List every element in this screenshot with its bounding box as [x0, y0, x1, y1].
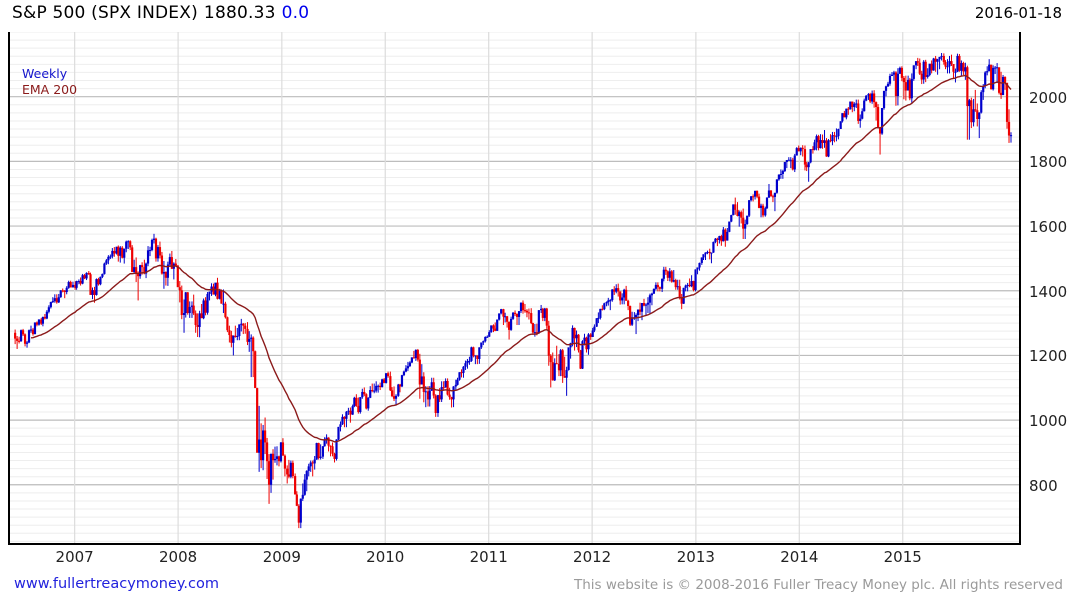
x-axis-tick-2010: 2010	[366, 548, 405, 566]
instrument-name: S&P 500 (SPX INDEX)	[12, 3, 198, 23]
website-link[interactable]: www.fullertreacymoney.com	[14, 576, 219, 592]
quote-date: 2016-01-18	[974, 4, 1062, 22]
y-axis-tick-1800: 1800	[1029, 153, 1068, 172]
y-axis-tick-1600: 1600	[1029, 218, 1068, 237]
y-axis-tick-2000: 2000	[1029, 88, 1068, 107]
x-axis-tick-2014: 2014	[780, 548, 819, 566]
y-axis-tick-800: 800	[1029, 476, 1058, 495]
minor-gridlines	[10, 32, 1019, 542]
y-axis: 800 1000 1200 1400 1600 1800 2000	[1023, 32, 1075, 547]
major-gridlines	[10, 96, 1019, 486]
x-axis-tick-2015: 2015	[883, 548, 922, 566]
x-axis-tick-2011: 2011	[469, 548, 508, 566]
x-axis-tick-2008: 2008	[158, 548, 198, 566]
x-axis: 2007 2008 2009 2010 2011 2012 2013 2014 2015	[8, 548, 1021, 572]
last-price: 1880.33	[203, 3, 276, 23]
y-axis-tick-1000: 1000	[1029, 412, 1068, 431]
x-axis-tick-2012: 2012	[573, 548, 612, 566]
x-axis-tick-2007: 2007	[55, 548, 94, 566]
ema-200-line	[30, 74, 1012, 443]
candlestick-series	[14, 53, 1013, 529]
year-gridlines	[74, 32, 904, 543]
price-change: 0.0	[281, 3, 310, 23]
copyright-notice: This website is © 2008-2016 Fuller Treac…	[574, 577, 1063, 593]
y-axis-tick-1200: 1200	[1029, 347, 1068, 366]
chart-container[interactable]: Weekly EMA 200	[8, 32, 1021, 545]
y-axis-tick-1400: 1400	[1029, 282, 1068, 301]
price-chart-svg[interactable]	[10, 32, 1019, 543]
instrument-title-block: S&P 500 (SPX INDEX) 1880.33 0.0	[12, 3, 309, 23]
plot-area[interactable]	[8, 32, 1021, 545]
page-footer: www.fullertreacymoney.com This website i…	[0, 574, 1075, 600]
chart-header: S&P 500 (SPX INDEX) 1880.33 0.0 2016-01-18	[0, 0, 1075, 28]
x-axis-tick-2009: 2009	[262, 548, 301, 566]
x-axis-tick-2013: 2013	[676, 548, 715, 566]
